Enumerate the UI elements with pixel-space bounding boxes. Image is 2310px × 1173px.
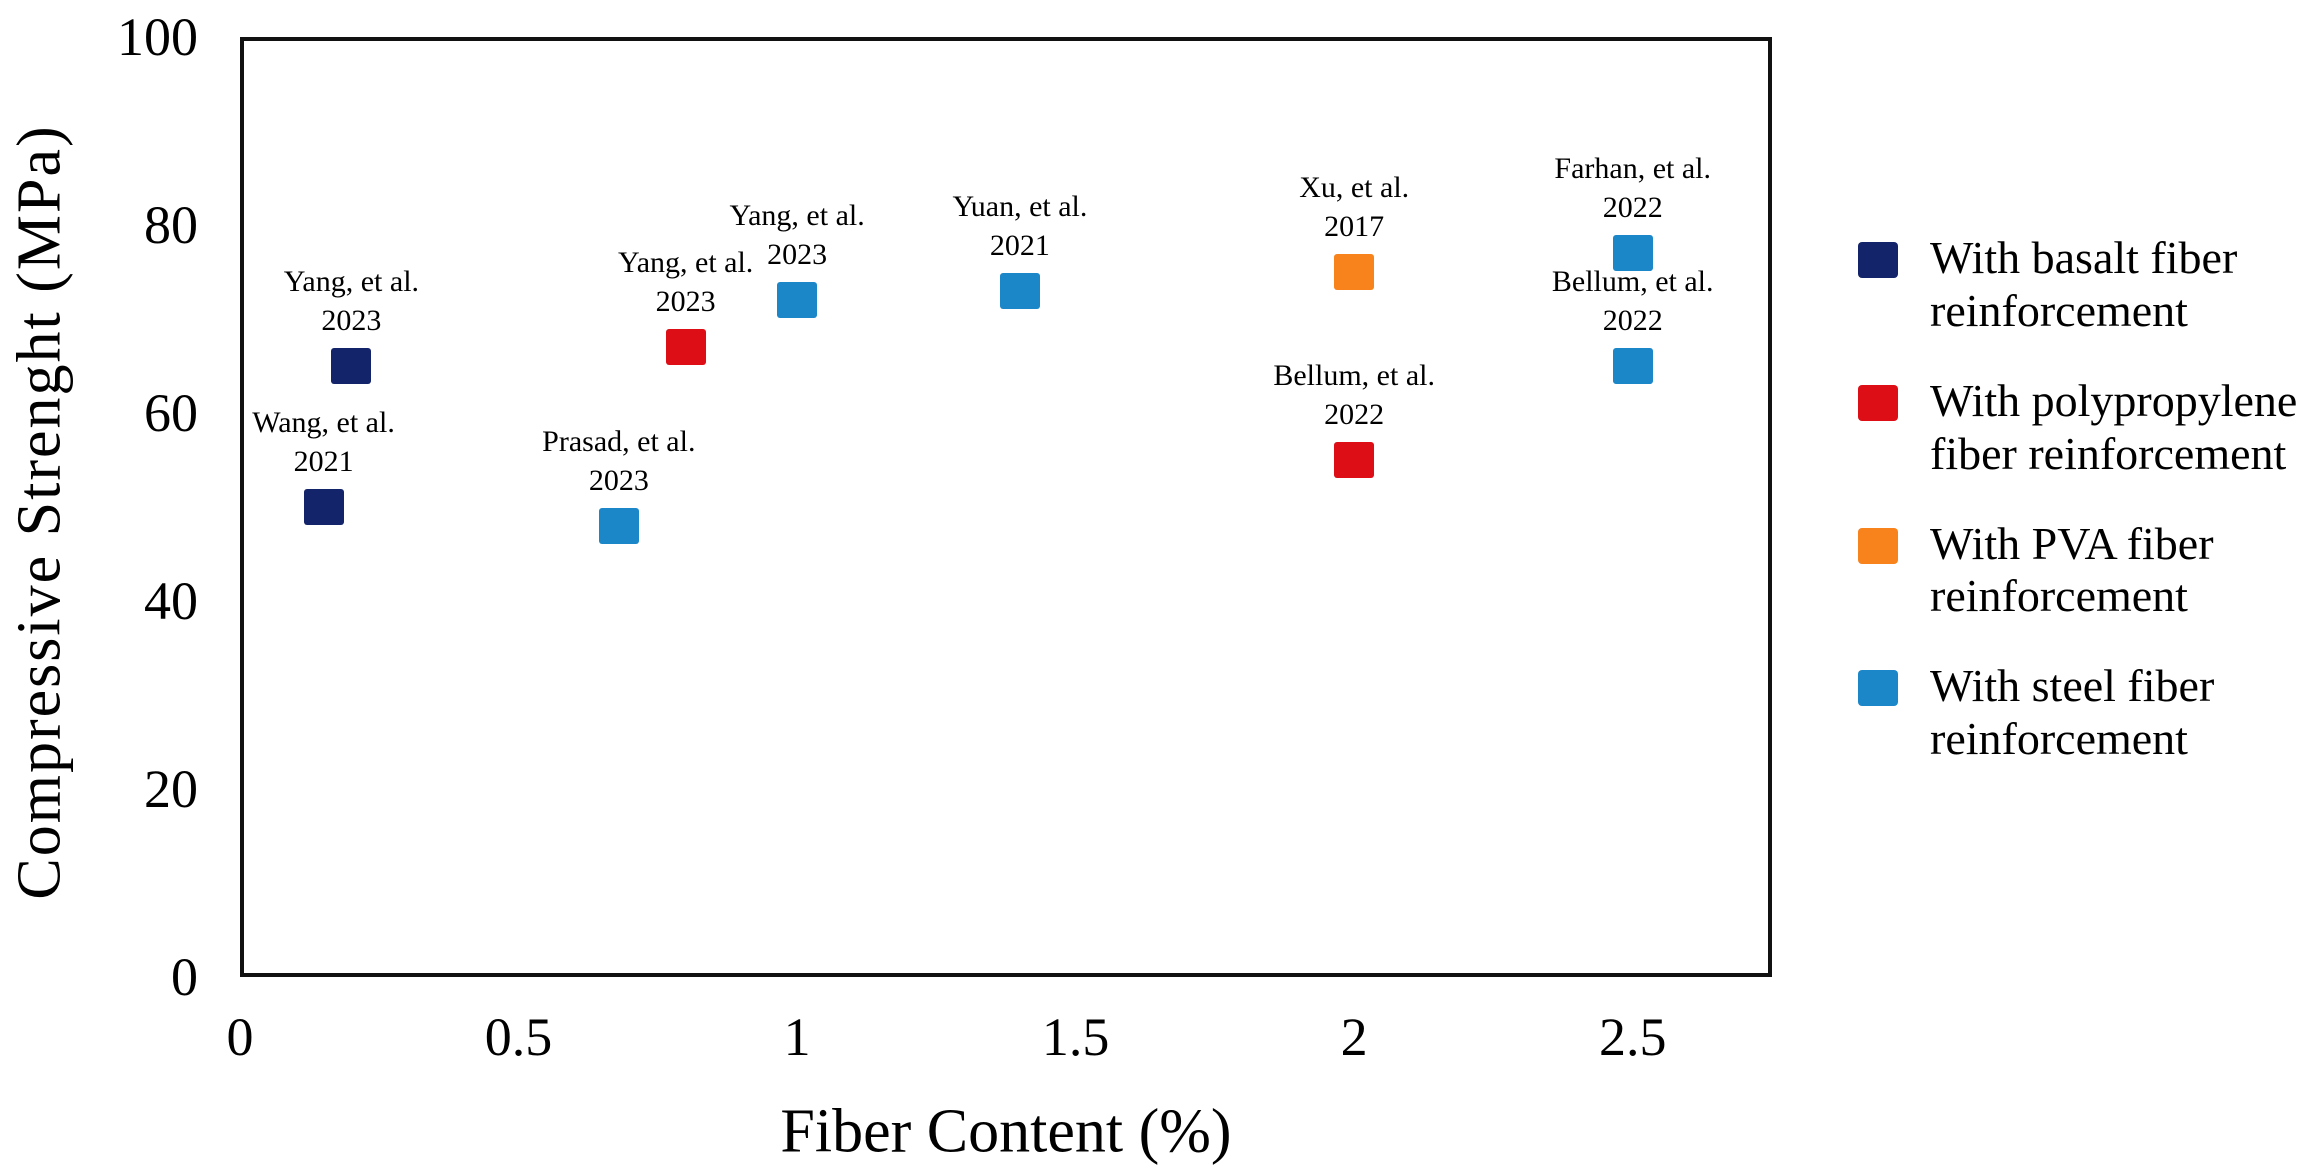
- data-point-label-year: 2022: [1602, 304, 1663, 337]
- y-tick-label: 80: [144, 195, 198, 255]
- legend-swatch: [1858, 242, 1898, 278]
- data-point-label: Yang, et al. 2023: [171, 262, 531, 340]
- x-tick-label: 2.5: [1598, 1007, 1667, 1067]
- data-point-label: Bellum, et al. 2022: [1174, 356, 1534, 434]
- data-point-label: Xu, et al. 2017: [1174, 168, 1534, 246]
- x-axis-title: Fiber Content (%): [780, 1097, 1232, 1166]
- legend-swatch: [1858, 527, 1898, 564]
- data-point-label-year: 2023: [767, 238, 828, 272]
- data-point-marker: [1612, 348, 1653, 384]
- plot-area: [240, 37, 1772, 977]
- data-point-label: Wang, et al. 2021: [144, 403, 504, 481]
- data-point-marker: [303, 489, 344, 525]
- data-point-label-study: Yang, et al.: [729, 199, 865, 233]
- data-point-label-year: 2022: [1324, 398, 1385, 431]
- data-point-marker: [665, 329, 706, 366]
- data-point-label-year: 2017: [1324, 210, 1385, 243]
- legend-item: With steel fiber reinforcement: [1858, 660, 2310, 766]
- data-point-label: Yang, et al. 2023: [617, 196, 977, 274]
- y-tick-label: 0: [171, 947, 198, 1007]
- x-tick-label: 1: [783, 1007, 811, 1067]
- data-point-label-year: 2023: [588, 463, 649, 497]
- data-point-label-year: 2021: [293, 445, 354, 478]
- data-point-label: Yuan, et al. 2021: [840, 187, 1200, 265]
- data-point-label-study: Xu, et al.: [1299, 171, 1410, 204]
- data-point-label: Bellum, et al. 2022: [1453, 262, 1813, 340]
- data-point-marker: [1334, 442, 1375, 478]
- x-tick-label: 0: [226, 1007, 254, 1067]
- legend-swatch: [1858, 384, 1898, 421]
- data-point-marker: [1334, 254, 1375, 290]
- legend: With basalt fiber reinforcement With poly…: [1858, 232, 2310, 766]
- data-point-label-study: Bellum, et al.: [1551, 265, 1714, 298]
- data-point-label-study: Yang, et al.: [618, 246, 754, 280]
- data-point-marker: [331, 348, 372, 384]
- legend-item: With polypropylene fiber reinforcement: [1858, 375, 2310, 481]
- data-point-label-year: 2023: [321, 304, 382, 337]
- x-tick-label: 1.5: [1041, 1007, 1110, 1067]
- data-point-label: Yang, et al. 2023: [506, 243, 866, 321]
- data-point-label-study: Yang, et al.: [283, 265, 420, 298]
- data-point-marker: [999, 272, 1040, 309]
- y-tick-label: 40: [144, 571, 198, 631]
- x-tick-label: 0.5: [484, 1007, 553, 1067]
- legend-label: With basalt fiber reinforcement: [1930, 232, 2238, 336]
- data-point-label-year: 2021: [989, 228, 1050, 262]
- data-point-marker: [598, 507, 639, 544]
- legend-label: With steel fiber reinforcement: [1930, 660, 2215, 765]
- y-tick-label: 100: [117, 7, 198, 67]
- data-point-label-study: Prasad, et al.: [542, 424, 696, 458]
- data-point-label-study: Farhan, et al.: [1554, 152, 1712, 186]
- legend-label: With polypropylene fiber reinforcement: [1930, 374, 2298, 479]
- y-tick-label: 60: [144, 383, 198, 443]
- data-point-label: Prasad, et al. 2023: [439, 422, 799, 500]
- legend-swatch: [1858, 670, 1898, 707]
- data-point-label-study: Wang, et al.: [252, 406, 395, 439]
- data-point-marker: [777, 282, 818, 319]
- legend-item: With basalt fiber reinforcement: [1858, 232, 2310, 338]
- y-axis-title: Compressive Strenght (MPa): [5, 124, 74, 900]
- y-tick-label: 20: [144, 759, 198, 819]
- data-point-label-year: 2023: [655, 285, 716, 319]
- data-point-label-year: 2022: [1602, 191, 1663, 225]
- data-point-label-study: Yuan, et al.: [952, 189, 1088, 223]
- data-point-label-study: Bellum, et al.: [1273, 359, 1435, 392]
- x-tick-label: 2: [1340, 1007, 1368, 1067]
- legend-label: With PVA fiber reinforcement: [1930, 517, 2214, 622]
- legend-item: With PVA fiber reinforcement: [1858, 518, 2310, 624]
- data-point-label: Farhan, et al. 2022: [1453, 149, 1813, 227]
- data-point-marker: [1612, 235, 1653, 272]
